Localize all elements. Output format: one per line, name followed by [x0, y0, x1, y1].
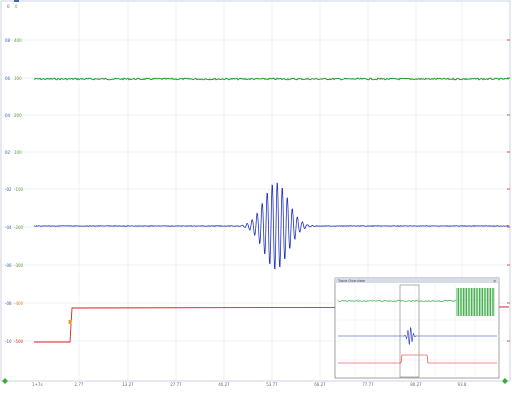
y-label-right: -200	[14, 225, 24, 230]
top-left-label-1: 0	[7, 4, 10, 9]
y-label-left: 04	[5, 113, 11, 118]
y-label-left: -04	[5, 225, 12, 230]
y-label-left: 08	[5, 38, 11, 43]
x-tick-label: 66.27	[314, 382, 326, 387]
y-label-left: 02	[5, 150, 11, 155]
top-left-label-2: 0	[15, 4, 18, 9]
x-tick-label: 2.77	[75, 382, 84, 387]
overview-viewport-box[interactable]	[399, 284, 420, 378]
green-trace	[33, 77, 510, 81]
y-label-left: -06	[5, 263, 12, 268]
diamond-marker-icon[interactable]	[2, 378, 8, 384]
overview-grid	[337, 285, 497, 376]
x-tick-label: 27.77	[170, 382, 182, 387]
right-tick-marks	[507, 39, 510, 342]
overview-panel[interactable]: Trace Overview ×	[334, 277, 500, 379]
y-label-right: 200	[14, 113, 22, 118]
trigger-marker[interactable]	[68, 320, 72, 324]
y-label-right: -500	[14, 339, 24, 344]
overview-red-trace	[338, 354, 497, 364]
x-tick-label: 93.8	[458, 382, 467, 387]
y-label-right: -400	[14, 301, 24, 306]
x-tick-label: 77.77	[362, 382, 374, 387]
x-axis-labels: 1+7s 2.77 13.27 27.77 40.27 53.77 66.27 …	[32, 382, 467, 387]
overview-green-burst	[456, 288, 495, 316]
close-icon[interactable]: ×	[493, 278, 496, 283]
y-label-right: -300	[14, 263, 24, 268]
overview-blue-trace	[338, 327, 497, 345]
y-axis-labels: 08 400 06 300 04 200 02 100 -02 -100 -04…	[5, 38, 24, 344]
blue-trace	[33, 182, 510, 270]
y-label-right: -100	[14, 187, 24, 192]
y-label-right: 400	[14, 38, 22, 43]
overview-title: Trace Overview	[337, 279, 365, 283]
y-label-left: -02	[5, 187, 12, 192]
red-trace	[34, 306, 510, 343]
top-marker	[14, 0, 19, 2]
x-axis-start-label: 1+7s	[32, 382, 43, 387]
y-label-right: 300	[14, 76, 22, 81]
diamond-marker-icon[interactable]	[502, 378, 508, 384]
y-label-left: 06	[5, 76, 11, 81]
overview-titlebar	[335, 278, 499, 283]
overview-green-trace	[337, 300, 457, 302]
y-label-left: -08	[5, 301, 12, 306]
x-tick-label: 40.27	[218, 382, 230, 387]
x-tick-label: 13.27	[122, 382, 134, 387]
y-label-left: -10	[5, 339, 12, 344]
x-tick-label: 80.27	[410, 382, 422, 387]
x-tick-label: 53.77	[266, 382, 278, 387]
plot-frame	[0, 0, 511, 382]
y-label-right: 100	[14, 150, 22, 155]
